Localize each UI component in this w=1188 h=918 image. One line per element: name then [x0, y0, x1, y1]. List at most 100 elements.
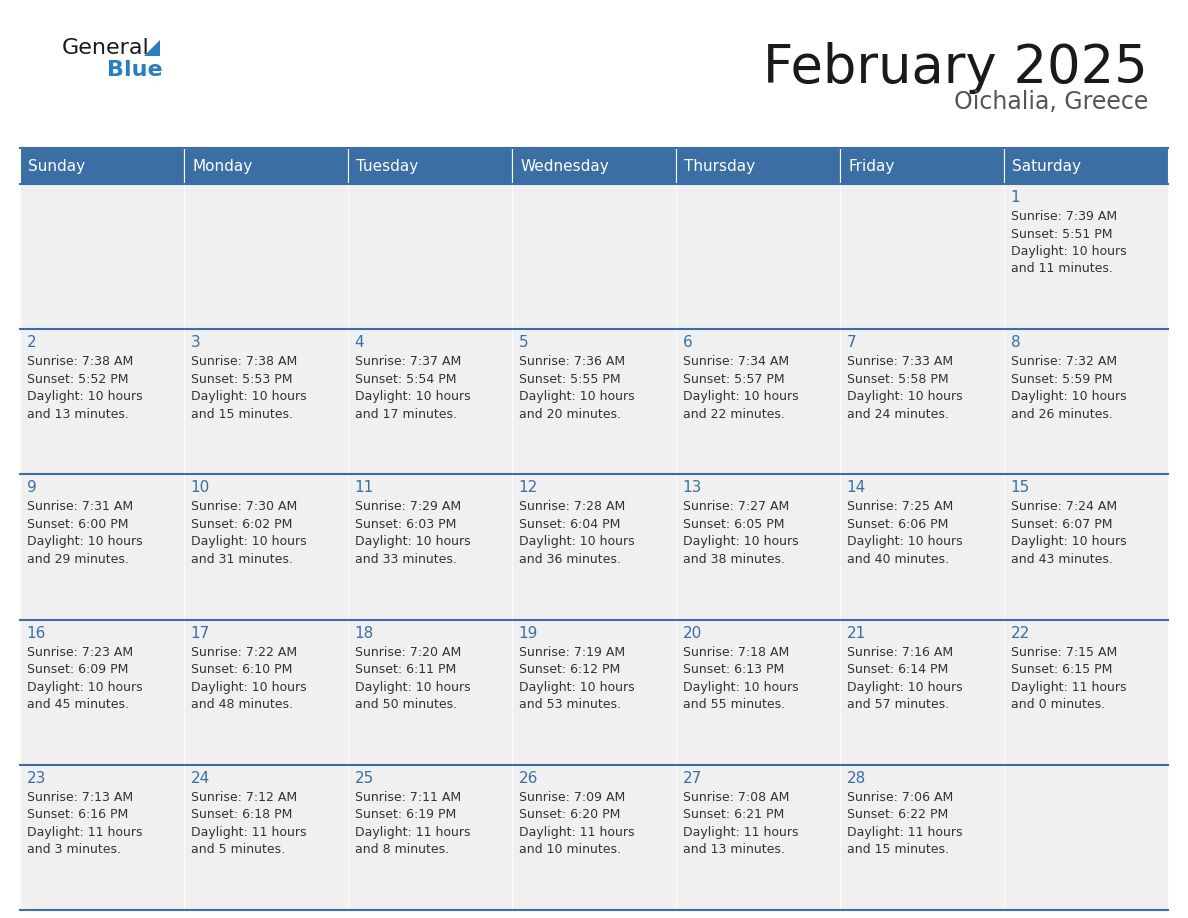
Text: Daylight: 10 hours: Daylight: 10 hours	[683, 680, 798, 694]
Polygon shape	[144, 40, 160, 56]
Text: Friday: Friday	[848, 159, 895, 174]
Text: and 36 minutes.: and 36 minutes.	[518, 553, 620, 565]
Bar	[676, 620, 840, 765]
Text: 20: 20	[683, 625, 702, 641]
Bar	[184, 148, 348, 184]
Text: Sunrise: 7:18 AM: Sunrise: 7:18 AM	[683, 645, 789, 658]
Text: 8: 8	[1011, 335, 1020, 350]
Text: and 24 minutes.: and 24 minutes.	[847, 408, 948, 420]
Bar	[348, 475, 512, 620]
Text: Daylight: 10 hours: Daylight: 10 hours	[354, 390, 470, 403]
Text: February 2025: February 2025	[763, 42, 1148, 94]
Text: 23: 23	[26, 771, 46, 786]
Bar	[184, 475, 348, 620]
Text: Sunrise: 7:32 AM: Sunrise: 7:32 AM	[1011, 355, 1117, 368]
Text: Sunrise: 7:22 AM: Sunrise: 7:22 AM	[190, 645, 297, 658]
Text: Sunrise: 7:39 AM: Sunrise: 7:39 AM	[1011, 210, 1117, 223]
Bar	[348, 620, 512, 765]
Text: Daylight: 10 hours: Daylight: 10 hours	[1011, 245, 1126, 258]
Text: and 55 minutes.: and 55 minutes.	[683, 698, 785, 711]
Text: Tuesday: Tuesday	[356, 159, 418, 174]
Bar	[840, 330, 1004, 475]
Text: Daylight: 10 hours: Daylight: 10 hours	[518, 390, 634, 403]
Text: Sunrise: 7:23 AM: Sunrise: 7:23 AM	[26, 645, 133, 658]
Text: Sunset: 6:02 PM: Sunset: 6:02 PM	[190, 518, 292, 531]
Bar	[1004, 184, 1168, 330]
Text: Sunday: Sunday	[29, 159, 86, 174]
Text: Sunset: 6:07 PM: Sunset: 6:07 PM	[1011, 518, 1112, 531]
Bar	[20, 475, 184, 620]
Text: Sunrise: 7:24 AM: Sunrise: 7:24 AM	[1011, 500, 1117, 513]
Text: Sunset: 6:13 PM: Sunset: 6:13 PM	[683, 663, 784, 676]
Text: and 50 minutes.: and 50 minutes.	[354, 698, 456, 711]
Text: Sunset: 5:55 PM: Sunset: 5:55 PM	[518, 373, 620, 386]
Bar	[348, 184, 512, 330]
Bar	[1004, 330, 1168, 475]
Text: and 57 minutes.: and 57 minutes.	[847, 698, 949, 711]
Text: Daylight: 10 hours: Daylight: 10 hours	[683, 390, 798, 403]
Bar	[676, 184, 840, 330]
Text: Sunrise: 7:34 AM: Sunrise: 7:34 AM	[683, 355, 789, 368]
Text: Sunset: 5:51 PM: Sunset: 5:51 PM	[1011, 228, 1112, 241]
Text: Sunset: 6:20 PM: Sunset: 6:20 PM	[518, 809, 620, 822]
Text: 16: 16	[26, 625, 46, 641]
Text: Daylight: 10 hours: Daylight: 10 hours	[26, 390, 143, 403]
Bar	[676, 475, 840, 620]
Text: 15: 15	[1011, 480, 1030, 496]
Text: and 31 minutes.: and 31 minutes.	[190, 553, 292, 565]
Text: Sunset: 6:10 PM: Sunset: 6:10 PM	[190, 663, 292, 676]
Bar	[840, 475, 1004, 620]
Text: Sunrise: 7:36 AM: Sunrise: 7:36 AM	[518, 355, 625, 368]
Text: 12: 12	[518, 480, 538, 496]
Bar	[1004, 148, 1168, 184]
Text: Daylight: 11 hours: Daylight: 11 hours	[683, 826, 798, 839]
Text: Sunset: 5:58 PM: Sunset: 5:58 PM	[847, 373, 948, 386]
Bar	[348, 330, 512, 475]
Text: Daylight: 10 hours: Daylight: 10 hours	[683, 535, 798, 548]
Bar	[676, 330, 840, 475]
Text: Daylight: 10 hours: Daylight: 10 hours	[847, 680, 962, 694]
Text: 4: 4	[354, 335, 365, 350]
Text: 25: 25	[354, 771, 374, 786]
Text: and 8 minutes.: and 8 minutes.	[354, 844, 449, 856]
Bar	[512, 330, 676, 475]
Text: and 33 minutes.: and 33 minutes.	[354, 553, 456, 565]
Text: 10: 10	[190, 480, 210, 496]
Text: Sunrise: 7:37 AM: Sunrise: 7:37 AM	[354, 355, 461, 368]
Text: Daylight: 10 hours: Daylight: 10 hours	[518, 680, 634, 694]
Text: 1: 1	[1011, 190, 1020, 205]
Text: Sunrise: 7:38 AM: Sunrise: 7:38 AM	[190, 355, 297, 368]
Text: 21: 21	[847, 625, 866, 641]
Bar	[348, 148, 512, 184]
Text: Sunrise: 7:33 AM: Sunrise: 7:33 AM	[847, 355, 953, 368]
Bar	[184, 620, 348, 765]
Text: Daylight: 10 hours: Daylight: 10 hours	[847, 390, 962, 403]
Text: and 0 minutes.: and 0 minutes.	[1011, 698, 1105, 711]
Text: Sunrise: 7:06 AM: Sunrise: 7:06 AM	[847, 790, 953, 804]
Text: Sunset: 6:05 PM: Sunset: 6:05 PM	[683, 518, 784, 531]
Text: Sunset: 6:04 PM: Sunset: 6:04 PM	[518, 518, 620, 531]
Text: Daylight: 10 hours: Daylight: 10 hours	[26, 535, 143, 548]
Text: and 43 minutes.: and 43 minutes.	[1011, 553, 1112, 565]
Text: and 17 minutes.: and 17 minutes.	[354, 408, 456, 420]
Bar	[1004, 765, 1168, 910]
Text: Sunrise: 7:20 AM: Sunrise: 7:20 AM	[354, 645, 461, 658]
Bar	[1004, 475, 1168, 620]
Text: Sunset: 6:16 PM: Sunset: 6:16 PM	[26, 809, 128, 822]
Text: 22: 22	[1011, 625, 1030, 641]
Bar	[1004, 620, 1168, 765]
Bar	[676, 765, 840, 910]
Bar	[348, 765, 512, 910]
Text: Daylight: 10 hours: Daylight: 10 hours	[518, 535, 634, 548]
Text: Sunrise: 7:13 AM: Sunrise: 7:13 AM	[26, 790, 133, 804]
Text: Daylight: 10 hours: Daylight: 10 hours	[1011, 390, 1126, 403]
Text: and 15 minutes.: and 15 minutes.	[190, 408, 292, 420]
Bar	[840, 620, 1004, 765]
Text: 5: 5	[518, 335, 529, 350]
Text: 2: 2	[26, 335, 36, 350]
Text: and 29 minutes.: and 29 minutes.	[26, 553, 128, 565]
Text: Daylight: 10 hours: Daylight: 10 hours	[190, 680, 307, 694]
Text: Daylight: 10 hours: Daylight: 10 hours	[354, 680, 470, 694]
Text: Sunset: 6:11 PM: Sunset: 6:11 PM	[354, 663, 456, 676]
Bar	[20, 620, 184, 765]
